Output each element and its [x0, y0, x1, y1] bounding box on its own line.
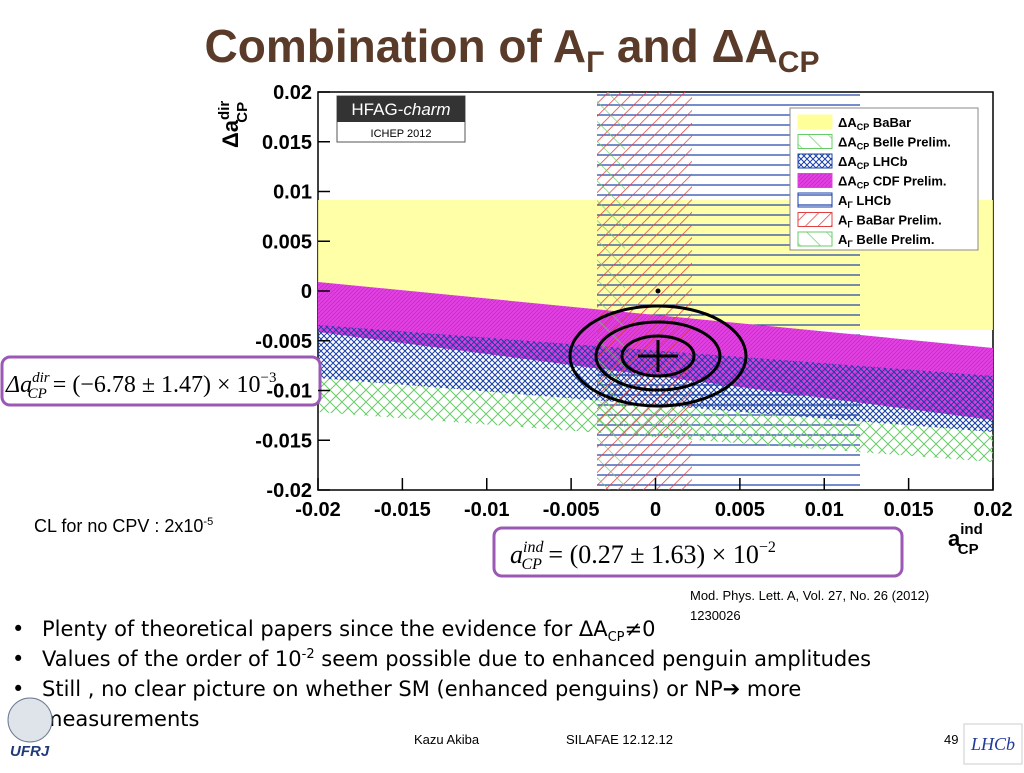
legend-sub: Γ: [847, 200, 853, 210]
svg-text:•: •: [12, 647, 24, 671]
bullet: Plenty of theoretical papers since the e…: [42, 617, 656, 645]
logo-left: UFRJ: [10, 743, 50, 760]
legend-swatch: [797, 173, 833, 188]
y-tick-label: -0.015: [255, 430, 312, 452]
logo: [7, 697, 53, 743]
legend-name: Belle Prelim.: [869, 135, 951, 150]
legend-symbol: ΔA: [838, 115, 857, 130]
x-tick-label: -0.02: [295, 499, 341, 521]
y-tick-label: -0.005: [255, 331, 312, 353]
logo: [963, 723, 1023, 765]
y-tick-label: 0.015: [262, 132, 312, 154]
legend-name: BaBar: [869, 115, 911, 130]
x-tick-label: 0.02: [974, 499, 1013, 521]
bullet: Still , no clear picture on whether SM (…: [42, 677, 801, 701]
legend-sub: CP: [857, 142, 870, 152]
logo-right: LHCb: [970, 734, 1015, 754]
legend-entry: AΓ Belle Prelim.: [838, 232, 934, 249]
legend-symbol: A: [838, 213, 848, 228]
slide-title: Combination of AΓ and ΔACP: [205, 20, 820, 79]
legend-symbol: A: [838, 232, 848, 247]
legend-sub: Γ: [847, 220, 853, 230]
badge-event: ICHEP 2012: [371, 128, 432, 140]
legend-sub: CP: [857, 181, 870, 191]
legend-entry: ΔACP LHCb: [838, 154, 908, 171]
legend-name: LHCb: [853, 193, 891, 208]
result-dir: Δadir CP = (−6.78 ± 1.47) × 10−3: [5, 370, 277, 402]
legend-entry: AΓ LHCb: [838, 193, 891, 210]
svg-text:•: •: [12, 617, 24, 641]
footer-event: SILAFAE 12.12.12: [566, 732, 673, 747]
legend-symbol: ΔA: [838, 174, 857, 189]
reference: Mod. Phys. Lett. A, Vol. 27, No. 26 (201…: [690, 588, 929, 603]
bullets: • Plenty of theoretical papers since the…: [12, 617, 871, 731]
y-tick-label: 0: [301, 281, 312, 303]
y-axis-label: ΔadirCP: [216, 101, 251, 148]
legend-sub: Γ: [847, 239, 853, 249]
legend-swatch: [797, 153, 833, 169]
y-tick-label: 0.01: [273, 182, 312, 204]
reference: 1230026: [690, 608, 741, 623]
legend-entry: ΔACP Belle Prelim.: [838, 135, 951, 152]
x-tick-label: -0.01: [464, 499, 510, 521]
x-tick-label: -0.015: [374, 499, 431, 521]
y-tick-label: 0.005: [262, 231, 312, 253]
result-ind: aind CP = (0.27 ± 1.63) × 10−2: [510, 539, 776, 573]
legend-entry: AΓ BaBar Prelim.: [838, 213, 942, 230]
legend-name: BaBar Prelim.: [853, 213, 942, 228]
legend-sub: CP: [857, 161, 870, 171]
legend-entry: ΔACP BaBar: [838, 115, 911, 132]
legend-name: CDF Prelim.: [869, 174, 946, 189]
legend-symbol: ΔA: [838, 154, 857, 169]
result-box: [0, 355, 322, 407]
legend-symbol: A: [838, 193, 848, 208]
x-tick-label: 0.005: [715, 499, 765, 521]
plot: HFAG-charm ICHEP 2012: [317, 91, 994, 491]
legend-entry: ΔACP CDF Prelim.: [838, 174, 947, 191]
legend-swatch: [797, 212, 833, 227]
badge-title: HFAG-charm: [351, 100, 450, 119]
x-tick-label: 0.015: [884, 499, 934, 521]
legend-sub: CP: [857, 122, 870, 132]
legend-name: Belle Prelim.: [853, 232, 935, 247]
bullet: Values of the order of 10-2 seem possibl…: [42, 647, 871, 671]
cl-note: CL for no CPV : 2x10-5: [34, 516, 213, 536]
legend-swatch: [797, 192, 833, 208]
legend-swatch: [797, 231, 833, 247]
footer-author: Kazu Akiba: [414, 732, 480, 747]
x-tick-label: 0: [650, 499, 661, 521]
y-tick-label: -0.02: [266, 480, 312, 502]
svg-text:•: •: [12, 677, 24, 701]
legend-swatch: [797, 114, 833, 130]
x-tick-label: 0.01: [805, 499, 844, 521]
legend-name: LHCb: [869, 154, 907, 169]
x-tick-label: -0.005: [543, 499, 600, 521]
legend-symbol: ΔA: [838, 135, 857, 150]
page-number: 49: [944, 732, 958, 747]
result-box: [492, 526, 904, 578]
y-tick-label: -0.01: [266, 381, 312, 403]
bullet: measurements: [42, 707, 199, 731]
legend-swatch: [797, 134, 833, 149]
y-tick-label: 0.02: [273, 82, 312, 104]
x-axis-label: aind CP: [948, 521, 983, 558]
